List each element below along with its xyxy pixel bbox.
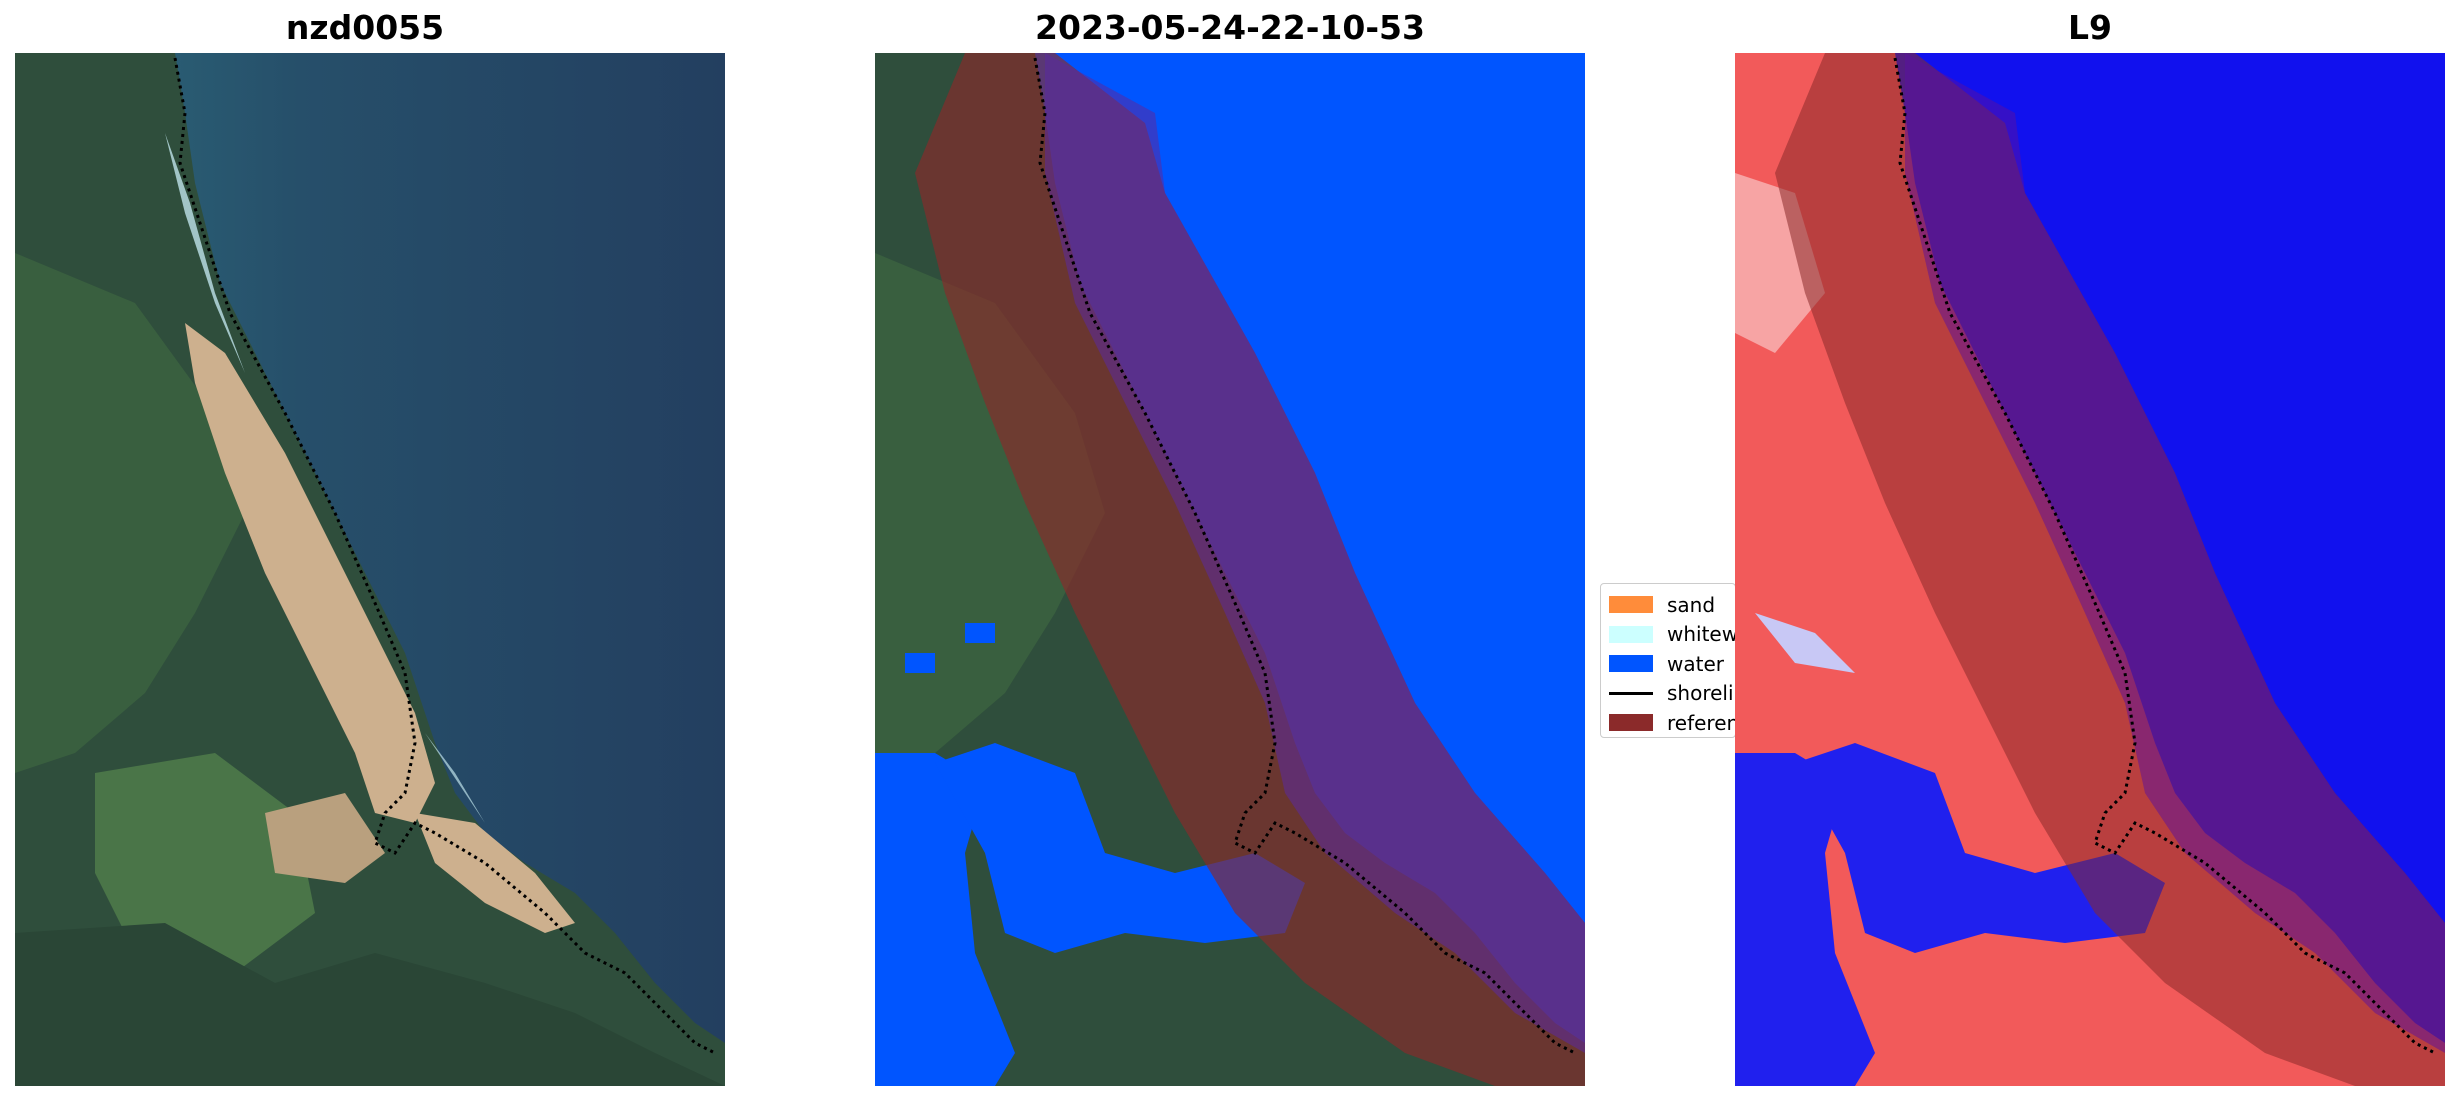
shoreline-trace [173, 57, 716, 1055]
panel-title-classification: 2023-05-24-22-10-53 [1035, 8, 1425, 47]
legend-label: reference shoreline buffer [1667, 710, 1735, 735]
index-image [1735, 53, 2445, 1086]
classified-water-estuary [875, 753, 1015, 1086]
shoreline-trace [1033, 57, 1576, 1055]
legend-label: sand [1667, 592, 1716, 617]
panel-title-rgb: nzd0055 [285, 8, 445, 47]
legend-swatch-whitewater [1609, 625, 1653, 643]
legend-item-water: water [1609, 649, 1735, 679]
index-water-estuary [1735, 753, 1875, 1086]
legend-swatch-reference [1609, 714, 1653, 732]
surf-whitewater [165, 133, 245, 373]
classified-water-pond [905, 653, 935, 673]
shoreline-trace [1893, 57, 2436, 1055]
vegetation-patch [95, 753, 315, 973]
classified-water-river [935, 743, 1305, 953]
legend-label: water [1667, 651, 1724, 676]
legend-item-sand: sand [1609, 590, 1735, 620]
rgb-satellite-image [15, 53, 725, 1086]
surf-whitewater [425, 733, 485, 823]
spit-sand [415, 813, 575, 933]
hills [15, 923, 725, 1086]
buffer-over-water [1905, 53, 2445, 1053]
legend-item-reference: reference shoreline buffer [1609, 708, 1735, 737]
legend-label: shoreline [1667, 681, 1735, 706]
legend-line-shoreline [1609, 691, 1653, 695]
rgb-image-svg [15, 53, 725, 1086]
classification-image [875, 53, 1585, 1086]
beach-sand [185, 323, 435, 823]
index-svg [1735, 53, 2445, 1086]
index-water-pond [1755, 613, 1855, 673]
classification-svg [875, 53, 1585, 1086]
legend-swatch-sand [1609, 596, 1653, 614]
estuary-sand [265, 793, 385, 883]
classified-water-pond [965, 623, 995, 643]
panel-title-index: L9 [2068, 8, 2112, 47]
legend-swatch-water [1609, 655, 1653, 673]
index-water-river [1795, 743, 2165, 953]
vegetation-patch [15, 253, 245, 773]
legend-item-shoreline: shoreline [1609, 679, 1735, 709]
buffer-over-water [1045, 53, 1585, 1053]
